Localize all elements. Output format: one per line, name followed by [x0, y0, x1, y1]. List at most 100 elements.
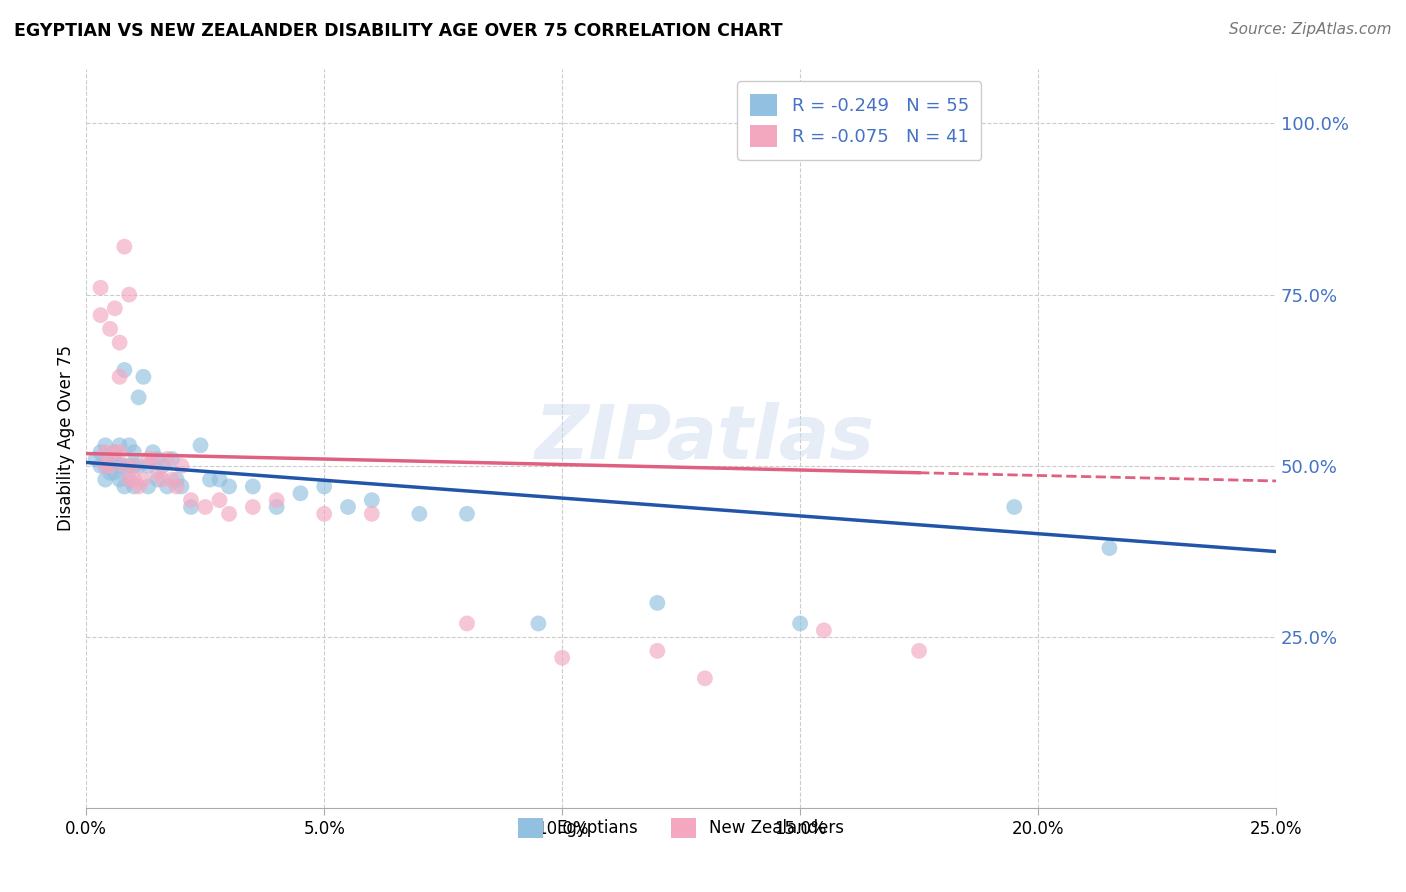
Point [90, 458, 112, 473]
Point [94, 458, 117, 473]
Point [152, 458, 174, 473]
Point [208, 493, 231, 508]
Point [208, 473, 231, 487]
Point [160, 473, 183, 487]
Point [266, 500, 288, 514]
Point [142, 445, 165, 459]
Point [160, 452, 183, 467]
Point [813, 624, 835, 638]
Point [132, 369, 155, 384]
Text: ZIPatlas: ZIPatlas [534, 402, 875, 475]
Point [146, 466, 169, 480]
Point [166, 479, 188, 493]
Point [290, 486, 312, 500]
Point [104, 466, 127, 480]
Point [142, 452, 165, 467]
Point [122, 473, 145, 487]
Point [112, 458, 135, 473]
Point [194, 500, 217, 514]
Legend: Egyptians, New Zealanders: Egyptians, New Zealanders [512, 811, 851, 845]
Point [108, 335, 131, 350]
Point [112, 479, 135, 493]
Point [908, 644, 931, 658]
Point [190, 438, 212, 452]
Point [108, 473, 131, 487]
Point [551, 650, 574, 665]
Point [170, 458, 193, 473]
Point [98, 322, 121, 336]
Point [94, 445, 117, 459]
Point [118, 287, 141, 301]
Point [98, 466, 121, 480]
Point [112, 458, 135, 473]
Point [647, 644, 669, 658]
Point [112, 363, 135, 377]
Point [128, 390, 150, 404]
Point [118, 438, 141, 452]
Point [314, 507, 336, 521]
Point [122, 445, 145, 459]
Point [198, 473, 221, 487]
Point [218, 479, 240, 493]
Point [94, 473, 117, 487]
Point [108, 369, 131, 384]
Point [104, 452, 127, 467]
Text: EGYPTIAN VS NEW ZEALANDER DISABILITY AGE OVER 75 CORRELATION CHART: EGYPTIAN VS NEW ZEALANDER DISABILITY AGE… [14, 22, 783, 40]
Point [98, 452, 121, 467]
Point [527, 616, 550, 631]
Point [456, 616, 478, 631]
Point [314, 479, 336, 493]
Point [98, 458, 121, 473]
Point [146, 452, 169, 467]
Point [122, 458, 145, 473]
Point [360, 507, 382, 521]
Point [180, 500, 202, 514]
Point [242, 479, 264, 493]
Point [360, 493, 382, 508]
Y-axis label: Disability Age Over 75: Disability Age Over 75 [58, 345, 75, 532]
Point [132, 473, 155, 487]
Point [170, 479, 193, 493]
Point [218, 507, 240, 521]
Point [118, 473, 141, 487]
Point [98, 458, 121, 473]
Point [146, 473, 169, 487]
Point [108, 445, 131, 459]
Point [90, 281, 112, 295]
Point [84, 452, 107, 467]
Point [156, 479, 179, 493]
Point [166, 473, 188, 487]
Point [122, 458, 145, 473]
Point [104, 445, 127, 459]
Point [118, 458, 141, 473]
Point [242, 500, 264, 514]
Point [152, 473, 174, 487]
Point [118, 473, 141, 487]
Point [122, 479, 145, 493]
Point [456, 507, 478, 521]
Point [1098, 541, 1121, 555]
Point [128, 458, 150, 473]
Point [693, 671, 716, 685]
Point [94, 458, 117, 473]
Point [136, 479, 159, 493]
Point [90, 445, 112, 459]
Point [789, 616, 811, 631]
Point [104, 301, 127, 316]
Point [104, 445, 127, 459]
Point [90, 308, 112, 322]
Point [408, 507, 430, 521]
Point [128, 479, 150, 493]
Point [1002, 500, 1025, 514]
Point [108, 438, 131, 452]
Point [266, 493, 288, 508]
Point [136, 452, 159, 467]
Point [108, 458, 131, 473]
Point [180, 493, 202, 508]
Point [156, 452, 179, 467]
Point [112, 240, 135, 254]
Point [647, 596, 669, 610]
Text: Source: ZipAtlas.com: Source: ZipAtlas.com [1229, 22, 1392, 37]
Point [337, 500, 360, 514]
Point [136, 458, 159, 473]
